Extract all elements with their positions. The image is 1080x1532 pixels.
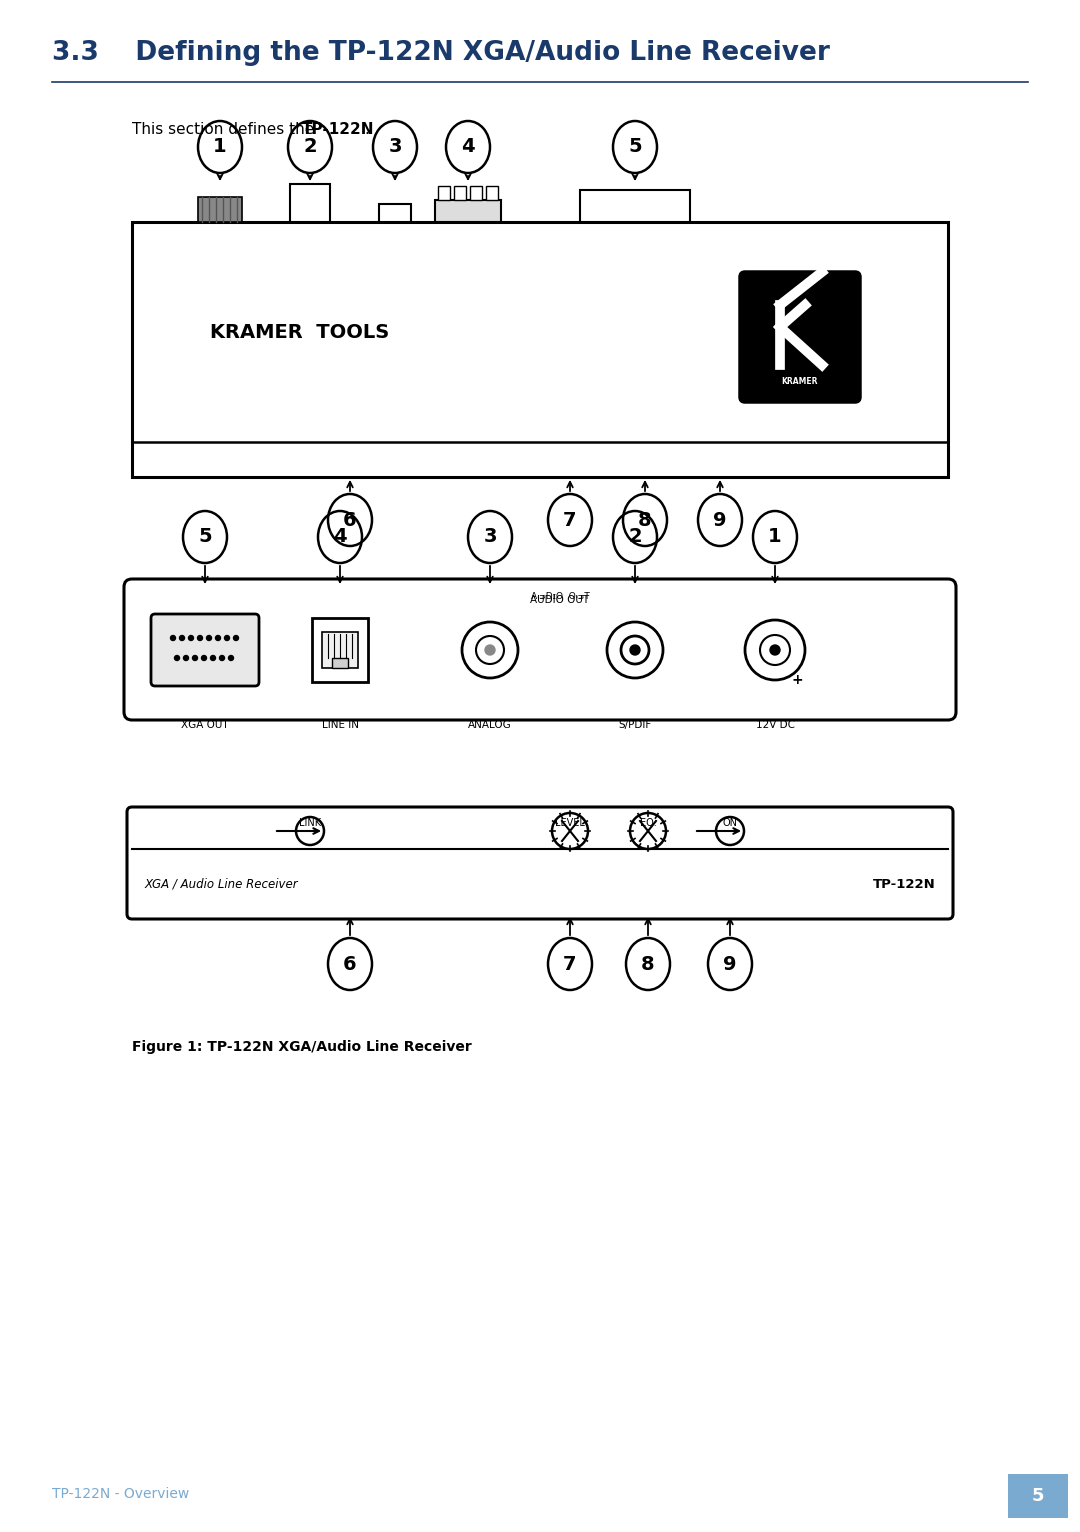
Text: ON: ON <box>723 818 738 827</box>
Text: This section defines the: This section defines the <box>132 123 319 136</box>
Text: 6: 6 <box>343 510 356 530</box>
Circle shape <box>175 656 179 660</box>
FancyBboxPatch shape <box>740 273 860 401</box>
Text: 8: 8 <box>642 954 654 973</box>
Text: +: + <box>792 673 802 686</box>
Text: 5: 5 <box>629 138 642 156</box>
Bar <box>198 198 242 222</box>
Circle shape <box>770 645 780 656</box>
Text: 2: 2 <box>629 527 642 547</box>
Text: 8: 8 <box>638 510 652 530</box>
Circle shape <box>198 636 203 640</box>
FancyBboxPatch shape <box>151 614 259 686</box>
Circle shape <box>229 656 233 660</box>
Circle shape <box>225 636 229 640</box>
Text: 5: 5 <box>199 527 212 547</box>
Text: 9: 9 <box>713 510 727 530</box>
Text: TP-122N: TP-122N <box>302 123 375 136</box>
Circle shape <box>192 656 198 660</box>
Circle shape <box>179 636 185 640</box>
Text: AᴞDɪO  OᴞT: AᴞDɪO OᴞT <box>530 591 590 601</box>
Text: LEVEL: LEVEL <box>555 818 585 827</box>
Bar <box>435 201 501 222</box>
Bar <box>470 185 482 201</box>
Text: 5: 5 <box>1031 1488 1044 1504</box>
Circle shape <box>202 656 206 660</box>
Text: 4: 4 <box>461 138 475 156</box>
Circle shape <box>219 656 225 660</box>
Text: XGA OUT: XGA OUT <box>181 720 229 731</box>
Text: 2: 2 <box>303 138 316 156</box>
Text: 9: 9 <box>724 954 737 973</box>
Text: KRAMER: KRAMER <box>782 377 819 386</box>
FancyBboxPatch shape <box>127 807 953 919</box>
Text: 3: 3 <box>388 138 402 156</box>
Text: 6: 6 <box>343 954 356 973</box>
Text: LINE IN: LINE IN <box>322 720 359 731</box>
Circle shape <box>485 645 495 656</box>
Circle shape <box>233 636 239 640</box>
Text: LINK: LINK <box>299 818 321 827</box>
Circle shape <box>211 656 216 660</box>
Text: 3.3    Defining the TP-122N XGA/Audio Line Receiver: 3.3 Defining the TP-122N XGA/Audio Line … <box>52 40 829 66</box>
Text: KRAMER  TOOLS: KRAMER TOOLS <box>210 323 389 342</box>
Text: XGA / Audio Line Receiver: XGA / Audio Line Receiver <box>144 878 298 890</box>
Text: 12V DC: 12V DC <box>756 720 795 731</box>
Text: 1: 1 <box>213 138 227 156</box>
Text: Figure 1: TP-122N XGA/Audio Line Receiver: Figure 1: TP-122N XGA/Audio Line Receive… <box>132 1040 472 1054</box>
Text: AUDIO OUT: AUDIO OUT <box>530 594 590 605</box>
Bar <box>132 587 948 712</box>
Bar <box>1008 1474 1068 1518</box>
Circle shape <box>630 645 640 656</box>
FancyBboxPatch shape <box>124 579 956 720</box>
Bar <box>580 190 690 222</box>
Bar <box>486 185 498 201</box>
Text: 7: 7 <box>564 954 577 973</box>
Bar <box>438 185 450 201</box>
Text: 1: 1 <box>768 527 782 547</box>
Text: TP-122N - Overview: TP-122N - Overview <box>52 1488 189 1501</box>
Text: S/PDIF: S/PDIF <box>619 720 651 731</box>
Text: 3: 3 <box>483 527 497 547</box>
Bar <box>454 185 465 201</box>
Bar <box>379 204 411 222</box>
Text: 7: 7 <box>564 510 577 530</box>
Bar <box>332 659 348 668</box>
Text: 4: 4 <box>334 527 347 547</box>
Text: .: . <box>364 123 369 136</box>
Text: ANALOG: ANALOG <box>468 720 512 731</box>
Text: EQ.: EQ. <box>639 818 657 827</box>
Text: TP-122N: TP-122N <box>874 878 936 890</box>
Bar <box>312 617 368 682</box>
Circle shape <box>184 656 189 660</box>
Circle shape <box>171 636 175 640</box>
Circle shape <box>216 636 220 640</box>
Circle shape <box>206 636 212 640</box>
Bar <box>132 222 948 476</box>
Bar <box>291 184 330 222</box>
Circle shape <box>189 636 193 640</box>
Bar <box>322 633 357 668</box>
